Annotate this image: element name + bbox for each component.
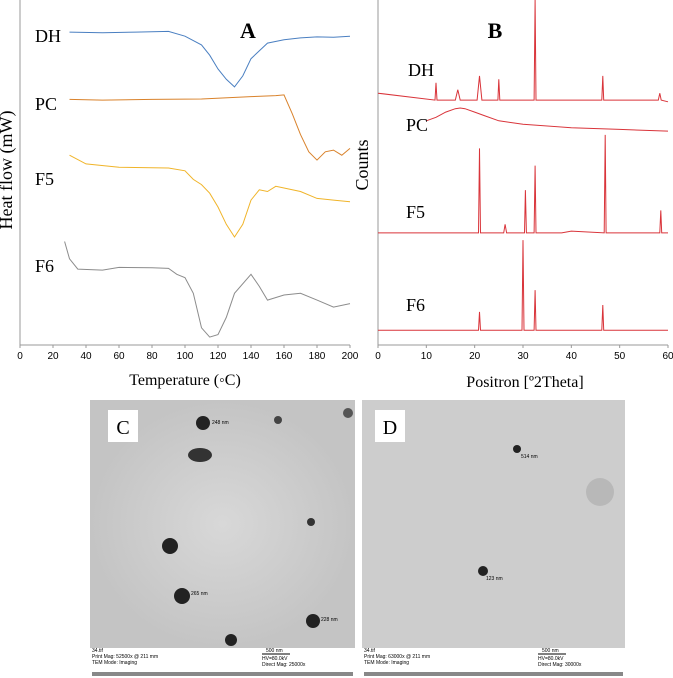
series-label: F5 xyxy=(406,202,425,222)
footer: TEM Mode: Imaging xyxy=(364,660,409,666)
series-line xyxy=(426,107,669,132)
series-label: F6 xyxy=(406,295,425,315)
x-tick-label: 140 xyxy=(243,351,260,362)
x-tick-label: 40 xyxy=(80,351,92,362)
footer: 500 nm xyxy=(266,648,283,654)
footer: Direct Mag: 30000x xyxy=(538,662,582,668)
series-line xyxy=(69,30,351,88)
footer: 500 nm xyxy=(542,648,559,654)
series-label: PC xyxy=(406,115,428,135)
x-axis-label: Temperature (◦C) xyxy=(129,372,241,389)
series-label: DH xyxy=(35,26,61,46)
series-line xyxy=(69,94,351,161)
series-label: F6 xyxy=(35,256,54,276)
size-label: 228 nm xyxy=(321,617,338,623)
size-label: 514 nm xyxy=(521,454,538,460)
footer: TEM Mode: Imaging xyxy=(92,660,137,666)
size-label: 265 nm xyxy=(191,591,208,597)
panel-label: D xyxy=(383,417,397,439)
chart-title: A xyxy=(240,18,256,43)
x-tick-label: 20 xyxy=(469,351,481,362)
x-tick-label: 0 xyxy=(17,351,23,362)
footer: 34.tif xyxy=(92,648,103,654)
footer: Print Mag: 63000x @ 211 mm xyxy=(364,654,430,660)
series-line xyxy=(377,0,669,103)
x-tick-label: 10 xyxy=(421,351,433,362)
x-tick-label: 180 xyxy=(309,351,326,362)
y-axis-label: Counts xyxy=(352,139,372,190)
x-tick-label: 100 xyxy=(177,351,194,362)
series-line xyxy=(378,240,668,331)
x-axis-label: Positron [º2Theta] xyxy=(466,374,583,391)
footer: 34.tif xyxy=(364,648,375,654)
x-tick-label: 20 xyxy=(47,351,59,362)
size-label: 123 nm xyxy=(486,576,503,582)
series-label: PC xyxy=(35,94,57,114)
x-tick-label: 160 xyxy=(276,351,293,362)
footer: HV=80.0kV xyxy=(538,656,564,662)
y-axis-label: Heat flow (mW) xyxy=(0,111,17,230)
series-line xyxy=(378,134,668,234)
tem-image-c xyxy=(90,400,355,678)
size-label: 248 nm xyxy=(212,420,229,426)
x-tick-label: 60 xyxy=(662,351,673,362)
series-label: DH xyxy=(408,60,434,80)
chart-title: B xyxy=(488,18,503,43)
tem-image-d xyxy=(362,400,625,678)
series-label: F5 xyxy=(35,169,54,189)
x-tick-label: 40 xyxy=(566,351,578,362)
x-tick-label: 120 xyxy=(210,351,227,362)
footer: Direct Mag: 25000x xyxy=(262,662,306,668)
x-tick-label: 80 xyxy=(146,351,158,362)
series-line xyxy=(64,241,351,338)
x-tick-label: 0 xyxy=(375,351,381,362)
panel-label: C xyxy=(116,417,129,439)
footer: Print Mag: 52500x @ 211 mm xyxy=(92,654,158,660)
footer: HV=80.0kV xyxy=(262,656,288,662)
x-tick-label: 50 xyxy=(614,351,626,362)
series-line xyxy=(69,154,351,238)
x-tick-label: 60 xyxy=(113,351,125,362)
x-tick-label: 200 xyxy=(342,351,359,362)
x-tick-label: 30 xyxy=(517,351,529,362)
